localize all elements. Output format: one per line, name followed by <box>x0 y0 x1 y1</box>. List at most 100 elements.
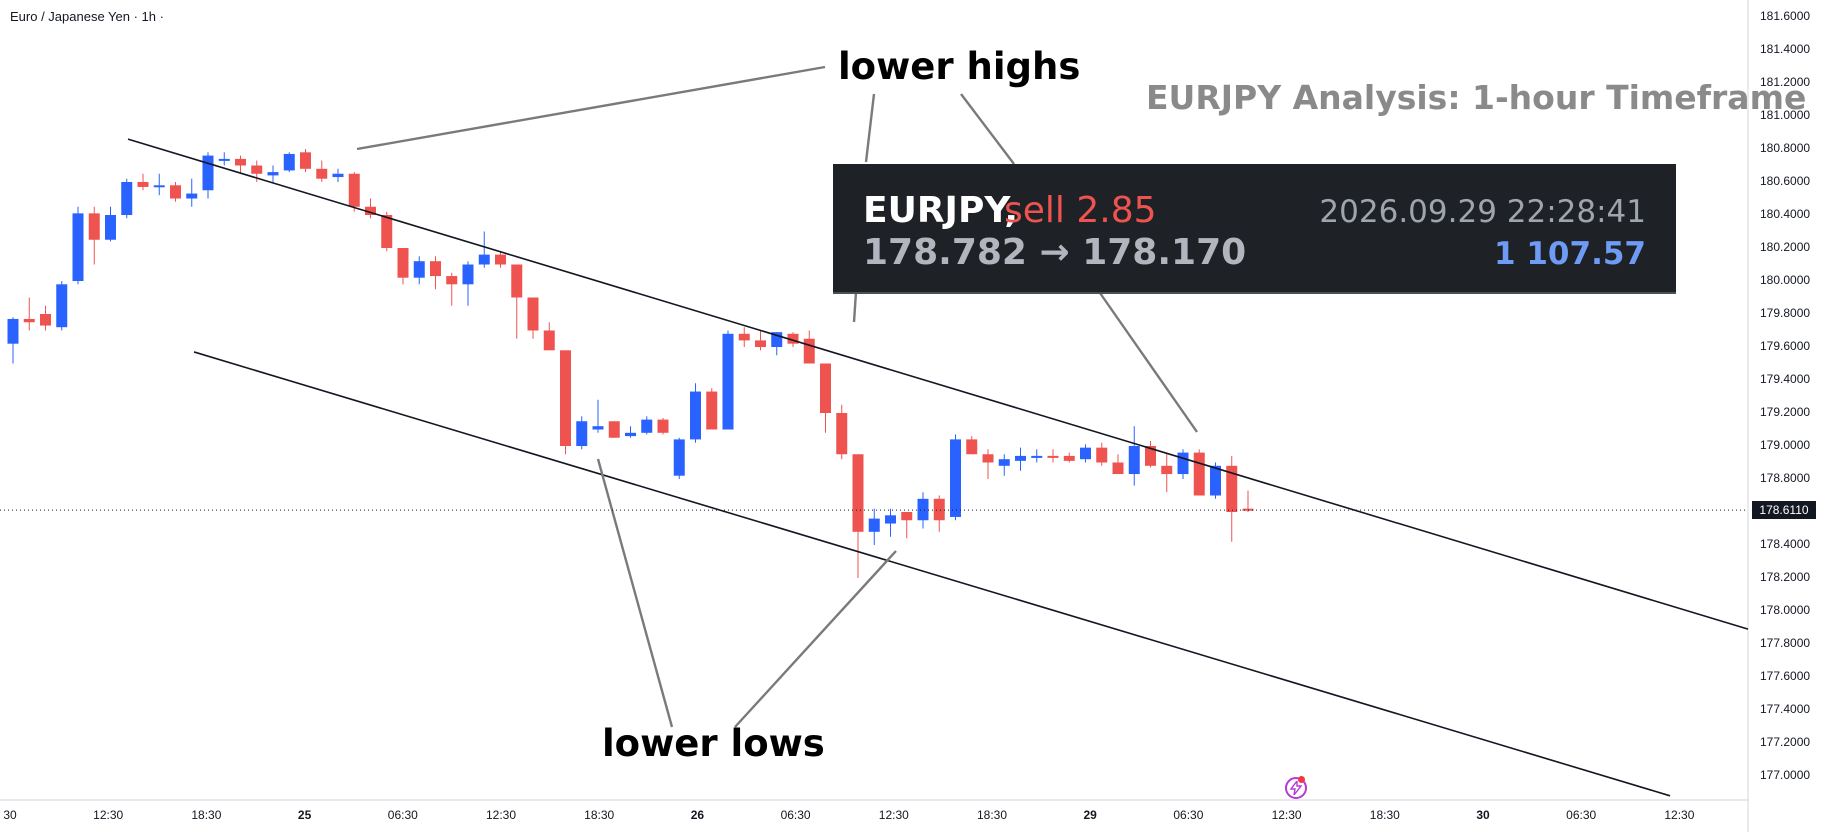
pointer-line <box>1099 292 1198 433</box>
time-tick-label: 30 <box>3 808 17 822</box>
pointer-line <box>734 550 897 728</box>
time-tick-label: 12:30 <box>93 808 124 822</box>
price-tick-label: 181.4000 <box>1760 42 1811 56</box>
axis-frame <box>0 0 1749 832</box>
price-tick-label: 181.2000 <box>1760 75 1811 89</box>
time-tick-label: 25 <box>297 808 312 822</box>
time-tick-label: 06:30 <box>1566 808 1597 822</box>
candle-body <box>478 254 490 265</box>
candle-body <box>836 413 848 455</box>
candle-body <box>543 330 555 351</box>
candle-body <box>1063 455 1075 461</box>
candle-body <box>673 439 685 476</box>
candle-body <box>495 254 506 265</box>
candle-body <box>966 439 978 455</box>
candle-body <box>852 454 864 532</box>
candle-body <box>283 153 295 171</box>
candle-body <box>267 172 279 176</box>
candle-body <box>950 439 961 517</box>
trade-timestamp: 2026.09.29 22:28:41 <box>1319 194 1646 230</box>
candle-body <box>1145 446 1156 466</box>
time-tick-label: 06:30 <box>780 808 811 822</box>
time-tick-label: 12:30 <box>485 808 517 822</box>
price-tick-label: 177.2000 <box>1760 735 1811 749</box>
time-tick-label: 18:30 <box>976 808 1008 822</box>
price-tick-label: 180.4000 <box>1760 207 1811 221</box>
price-tick-label: 180.8000 <box>1760 141 1811 155</box>
channel-lower-line <box>193 351 1671 797</box>
price-tick-label: 180.6000 <box>1760 174 1811 188</box>
candle-body <box>1015 455 1026 461</box>
price-tick-label: 178.0000 <box>1760 603 1811 617</box>
candle-body <box>121 182 133 215</box>
candle-body <box>251 165 263 174</box>
candle-body <box>1193 452 1205 496</box>
candle-body <box>186 193 198 199</box>
candle-body <box>527 297 539 331</box>
candle-body <box>23 318 35 323</box>
candle-body <box>625 432 636 437</box>
time-tick-label: 26 <box>690 808 705 822</box>
price-tick-label: 178.2000 <box>1760 570 1811 584</box>
price-tick-label: 179.4000 <box>1760 372 1811 386</box>
candle-body <box>1047 455 1059 458</box>
pointer-line <box>596 458 674 728</box>
candle-body <box>1080 447 1091 460</box>
candle-body <box>560 350 571 446</box>
price-tick-label: 178.8000 <box>1760 471 1811 485</box>
price-tick-label: 177.0000 <box>1760 768 1811 782</box>
time-tick-label: 12:30 <box>1664 808 1695 822</box>
candle-body <box>300 152 311 169</box>
symbol-title[interactable]: Euro / Japanese Yen · 1h · <box>10 9 164 24</box>
candle-body <box>348 173 360 207</box>
candle-body <box>771 332 783 347</box>
price-tick-label: 181.0000 <box>1760 108 1811 122</box>
candle-body <box>381 215 393 248</box>
candle-body <box>202 155 214 191</box>
candle-body <box>933 498 945 521</box>
price-tick-label: 179.2000 <box>1760 405 1811 419</box>
trade-prices: 178.782 → 178.170 <box>863 232 1247 273</box>
descending-channel <box>127 138 1749 797</box>
candle-body <box>446 276 458 285</box>
candle-body <box>690 391 701 440</box>
last-price-tag: 178.6110 <box>1752 501 1816 520</box>
price-tick-label: 179.0000 <box>1760 438 1811 452</box>
lightning-icon[interactable] <box>1285 777 1307 799</box>
candle-body <box>88 213 100 240</box>
candle-body <box>170 185 181 199</box>
trade-profit: 1 107.57 <box>1494 236 1646 272</box>
candle-body <box>1177 452 1189 475</box>
candle-body <box>397 248 409 278</box>
pointer-line <box>864 93 876 163</box>
price-tick-label: 178.4000 <box>1760 537 1811 551</box>
price-tick-label: 180.2000 <box>1760 240 1811 254</box>
candle-body <box>332 173 344 178</box>
candle-body <box>657 419 669 433</box>
price-tick-label: 177.6000 <box>1760 669 1811 683</box>
candle-body <box>1128 446 1140 475</box>
candle-body <box>137 182 149 187</box>
candle-body <box>40 314 51 326</box>
price-tick-label: 180.0000 <box>1760 273 1811 287</box>
candle-body <box>592 426 604 430</box>
candle-body <box>7 318 19 344</box>
channel-upper-line <box>127 138 1749 630</box>
candle-body <box>608 421 620 438</box>
time-tick-label: 12:30 <box>878 808 909 822</box>
candle-body <box>462 264 474 285</box>
candle-body <box>72 213 84 281</box>
candle-body <box>738 333 750 341</box>
candle-body <box>218 158 230 161</box>
candle-body <box>1031 455 1043 458</box>
candle-body <box>365 206 376 215</box>
analysis-title: EURJPY Analysis: 1-hour Timeframe <box>1146 78 1807 117</box>
trade-side: sell 2.85 <box>1004 190 1157 231</box>
candle-body <box>105 215 116 240</box>
candle-body <box>1112 462 1124 475</box>
time-tick-label: 06:30 <box>387 808 418 822</box>
trade-info-panel: EURJPY, sell 2.85 2026.09.29 22:28:41 17… <box>833 164 1676 294</box>
annotation-pointers <box>356 65 1198 728</box>
lower-highs-label: lower highs <box>838 45 1081 88</box>
